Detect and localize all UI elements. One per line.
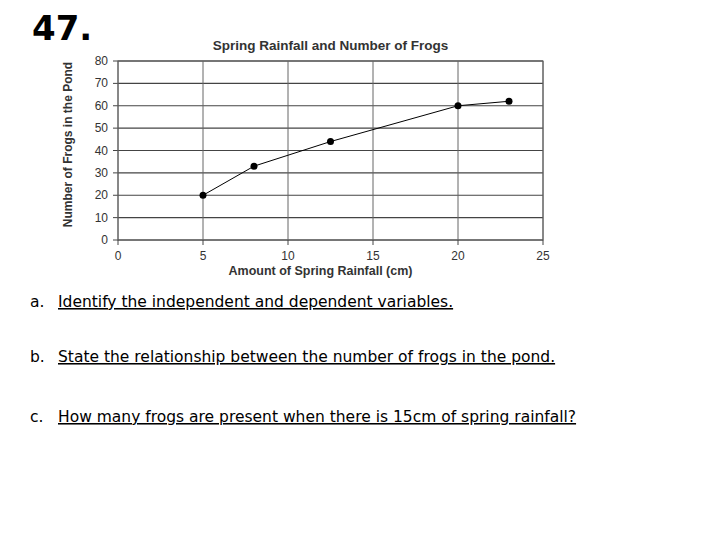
grid-line (118, 105, 543, 106)
series-group (200, 98, 513, 199)
y-tick-label: 40 (95, 144, 109, 158)
grid-line (118, 150, 543, 151)
grid-line (288, 61, 289, 240)
y-tick (113, 83, 118, 84)
y-tick (113, 195, 118, 196)
problem-number: 47. (32, 8, 92, 48)
plot-frame (118, 61, 543, 240)
y-tick-label: 80 (95, 54, 109, 68)
data-point (506, 98, 513, 105)
y-tick-label: 20 (95, 188, 109, 202)
y-tick-label: 50 (95, 121, 109, 135)
x-tick (118, 240, 119, 245)
y-tick (113, 172, 118, 173)
x-tick-label: 5 (200, 249, 207, 263)
x-axis-label: Amount of Spring Rainfall (cm) (228, 264, 412, 278)
grid-line (118, 83, 543, 84)
y-tick-label: 60 (95, 99, 109, 113)
grid-line (543, 61, 544, 240)
data-point (251, 163, 258, 170)
y-axis-label: Number of Frogs in the Pond (61, 62, 75, 227)
grid-line (203, 61, 204, 240)
question-text: How many frogs are present when there is… (58, 408, 576, 426)
x-tick (543, 240, 544, 245)
x-tick (203, 240, 204, 245)
grid-line (118, 239, 543, 240)
question-letter: a. (30, 293, 44, 311)
y-tick-label: 10 (95, 211, 109, 225)
data-point (200, 192, 207, 199)
grid-line (118, 195, 543, 196)
grid-line (458, 61, 459, 240)
data-point (327, 138, 334, 145)
grid-line (118, 60, 543, 61)
grid-line (118, 128, 543, 129)
grid-line (373, 61, 374, 240)
y-tick (113, 61, 118, 62)
question-text: Identify the independent and dependent v… (58, 293, 453, 311)
page: 47. Spring Rainfall and Number of Frogs 0 1… (0, 0, 720, 540)
x-tick-label: 15 (366, 249, 380, 263)
y-tick-label: 70 (95, 76, 109, 90)
y-tick (113, 217, 118, 218)
data-line (203, 101, 509, 195)
grid-line (118, 172, 543, 173)
x-tick-label: 10 (281, 249, 295, 263)
x-tick-label: 20 (451, 249, 465, 263)
question-letter: b. (30, 348, 45, 366)
y-tick (113, 105, 118, 106)
y-tick (113, 150, 118, 151)
chart-title: Spring Rainfall and Number of Frogs (213, 38, 449, 53)
y-tick-label: 30 (95, 166, 109, 180)
question-text: State the relationship between the numbe… (58, 348, 555, 366)
grid-line (118, 61, 119, 240)
grid-line (118, 217, 543, 218)
x-tick-label: 0 (115, 249, 122, 263)
x-tick (288, 240, 289, 245)
data-point (455, 102, 462, 109)
x-tick (458, 240, 459, 245)
question-letter: c. (30, 408, 43, 426)
y-tick (113, 240, 118, 241)
x-tick (373, 240, 374, 245)
background (0, 0, 720, 540)
y-tick-label: 0 (101, 233, 108, 247)
y-tick (113, 128, 118, 129)
x-tick-label: 25 (536, 249, 550, 263)
